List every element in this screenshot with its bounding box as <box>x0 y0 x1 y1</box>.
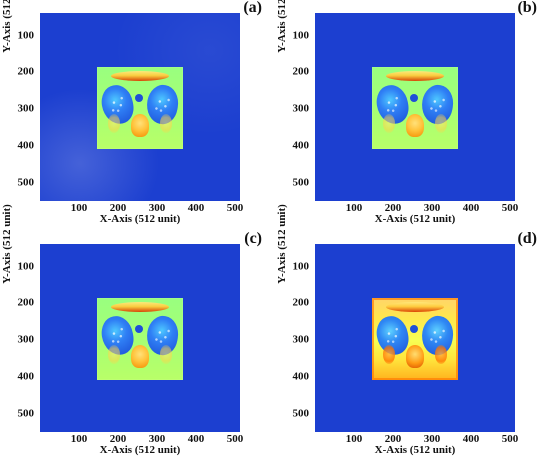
lower-left-spot <box>108 114 120 133</box>
x-tick-label: 500 <box>226 202 244 214</box>
y-tick-label: 400 <box>17 139 35 152</box>
panel-label: (a) <box>243 0 262 16</box>
x-tick-label: 500 <box>501 202 519 214</box>
y-tick-label: 400 <box>292 139 310 152</box>
x-tick-label: 200 <box>384 202 402 214</box>
image-plot <box>315 13 515 201</box>
x-axis-title: X-Axis (512 unit) <box>99 444 181 456</box>
lower-right-spot <box>160 114 172 133</box>
ct-tissue-region <box>372 298 458 380</box>
panel-b: (b) 100 200 300 400 500 100 200 300 400 … <box>275 0 550 231</box>
image-plot <box>40 244 240 432</box>
spine-region <box>131 114 149 137</box>
y-tick-label: 500 <box>17 407 35 419</box>
x-axis-title: X-Axis (512 unit) <box>374 213 456 225</box>
x-tick-label: 500 <box>226 433 244 445</box>
ct-tissue-region <box>97 298 183 380</box>
y-tick-label: 400 <box>292 370 310 383</box>
x-tick-label: 100 <box>345 433 363 445</box>
lower-left-spot <box>108 345 120 364</box>
y-tick-label: 300 <box>17 102 35 115</box>
y-tick-label: 300 <box>17 333 35 346</box>
y-tick-label: 300 <box>292 333 310 346</box>
x-tick-label: 100 <box>70 433 88 445</box>
y-axis-ticks: 100 200 300 400 500 <box>275 13 311 201</box>
y-tick-label: 500 <box>17 176 35 188</box>
y-axis-ticks: 100 200 300 400 500 <box>275 244 311 432</box>
y-tick-label: 500 <box>292 407 310 419</box>
ct-tissue-region <box>372 67 458 149</box>
airway <box>410 325 418 333</box>
y-tick-label: 200 <box>292 296 310 309</box>
x-tick-label: 100 <box>345 202 363 214</box>
y-axis-ticks: 100 200 300 400 500 <box>0 244 36 432</box>
y-tick-label: 500 <box>292 176 310 188</box>
upper-band <box>386 71 444 81</box>
x-tick-label: 200 <box>109 202 127 214</box>
x-axis-title: X-Axis (512 unit) <box>99 213 181 225</box>
x-axis-ticks: 100 200 300 400 500 <box>40 202 244 215</box>
y-tick-label: 200 <box>17 65 35 78</box>
x-tick-label: 300 <box>423 433 441 445</box>
spine-region <box>406 114 424 137</box>
x-tick-label: 400 <box>462 433 480 445</box>
y-tick-label: 100 <box>17 260 35 273</box>
y-tick-label: 100 <box>292 260 310 273</box>
x-tick-label: 400 <box>462 202 480 214</box>
y-tick-label: 100 <box>292 29 310 42</box>
y-axis-title: Y-Axis (512 unit) <box>1 0 13 53</box>
lower-right-spot <box>435 345 447 364</box>
spine-region <box>131 345 149 368</box>
x-tick-label: 400 <box>187 202 205 214</box>
y-tick-label: 100 <box>17 29 35 42</box>
x-tick-label: 500 <box>501 433 519 445</box>
y-axis-title: Y-Axis (512 unit) <box>276 0 288 53</box>
upper-band <box>111 302 169 312</box>
x-tick-label: 400 <box>187 433 205 445</box>
x-tick-label: 300 <box>423 202 441 214</box>
airway <box>410 94 418 102</box>
spine-region <box>406 345 424 368</box>
x-axis-ticks: 100 200 300 400 500 <box>40 433 244 446</box>
airway <box>135 325 143 333</box>
panel-label: (d) <box>517 230 537 247</box>
lower-right-spot <box>435 114 447 133</box>
y-axis-title: Y-Axis (512 unit) <box>276 204 288 284</box>
image-plot <box>315 244 515 432</box>
ct-tissue-region <box>97 67 183 149</box>
y-tick-label: 200 <box>17 296 35 309</box>
panel-d: (d) 100 200 300 400 500 100 200 300 400 … <box>275 204 550 462</box>
y-tick-label: 400 <box>17 370 35 383</box>
lower-left-spot <box>383 345 395 364</box>
panel-label: (c) <box>244 230 262 247</box>
x-tick-label: 300 <box>148 433 166 445</box>
upper-band <box>386 302 444 312</box>
panel-a: (a) 100 200 300 400 500 100 200 300 400 … <box>0 0 275 231</box>
x-axis-title: X-Axis (512 unit) <box>374 444 456 456</box>
x-axis-ticks: 100 200 300 400 500 <box>315 433 519 446</box>
x-tick-label: 100 <box>70 202 88 214</box>
lower-right-spot <box>160 345 172 364</box>
y-tick-label: 200 <box>292 65 310 78</box>
upper-band <box>111 71 169 81</box>
y-axis-title: Y-Axis (512 unit) <box>1 204 13 284</box>
panel-c: (c) 100 200 300 400 500 100 200 300 400 … <box>0 204 275 462</box>
lower-left-spot <box>383 114 395 133</box>
x-tick-label: 200 <box>384 433 402 445</box>
image-plot <box>40 13 240 201</box>
y-axis-ticks: 100 200 300 400 500 <box>0 13 36 201</box>
panel-label: (b) <box>517 0 537 16</box>
y-tick-label: 300 <box>292 102 310 115</box>
x-tick-label: 300 <box>148 202 166 214</box>
airway <box>135 94 143 102</box>
x-axis-ticks: 100 200 300 400 500 <box>315 202 519 215</box>
x-tick-label: 200 <box>109 433 127 445</box>
